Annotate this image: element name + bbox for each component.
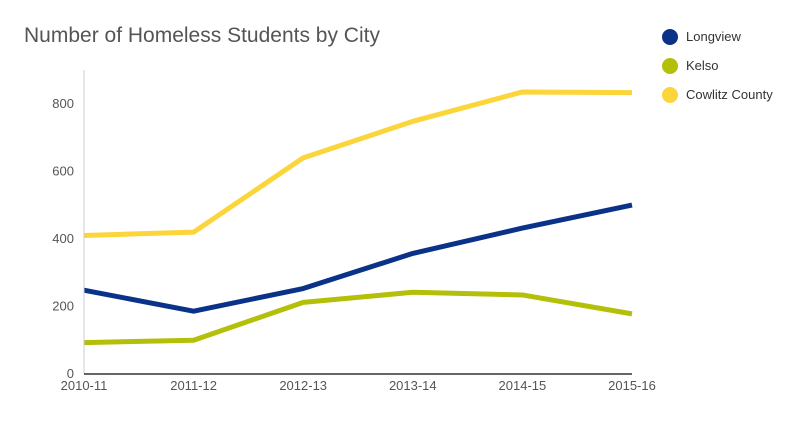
legend-item-kelso[interactable]: Kelso	[662, 51, 773, 80]
series-line-longview[interactable]	[83, 202, 633, 314]
legend-label: Kelso	[686, 58, 719, 73]
chart-legend: Longview Kelso Cowlitz County	[662, 22, 773, 109]
legend-swatch	[662, 28, 678, 45]
series-line-kelso[interactable]	[83, 289, 633, 346]
x-tick-label: 2010-11	[61, 378, 108, 393]
chart-title: Number of Homeless Students by City	[24, 24, 380, 47]
y-tick-label: 600	[52, 163, 74, 178]
legend-label: Cowlitz County	[686, 87, 773, 102]
x-tick-label: 2012-13	[279, 378, 327, 393]
x-tick-label: 2015-16	[608, 378, 656, 393]
y-tick-label: 0	[67, 366, 74, 381]
y-tick-label: 800	[52, 96, 74, 111]
legend-item-longview[interactable]: Longview	[662, 22, 773, 51]
legend-item-cowlitz-county[interactable]: Cowlitz County	[662, 80, 773, 109]
series-line-cowlitz-county[interactable]	[83, 89, 633, 239]
x-tick-label: 2011-12	[170, 378, 217, 393]
legend-label: Longview	[686, 29, 741, 44]
x-tick-label: 2014-15	[499, 378, 547, 393]
x-tick-label: 2013-14	[389, 378, 437, 393]
legend-swatch	[662, 57, 678, 74]
series-lines	[83, 89, 633, 346]
y-tick-label: 200	[52, 298, 74, 313]
y-axis-ticks: 0 200 400 600 800	[52, 96, 74, 381]
y-tick-label: 400	[52, 231, 74, 246]
legend-swatch	[662, 86, 678, 103]
x-axis-ticks: 2010-11 2011-12 2012-13 2013-14 2014-15 2015-…	[61, 378, 656, 393]
